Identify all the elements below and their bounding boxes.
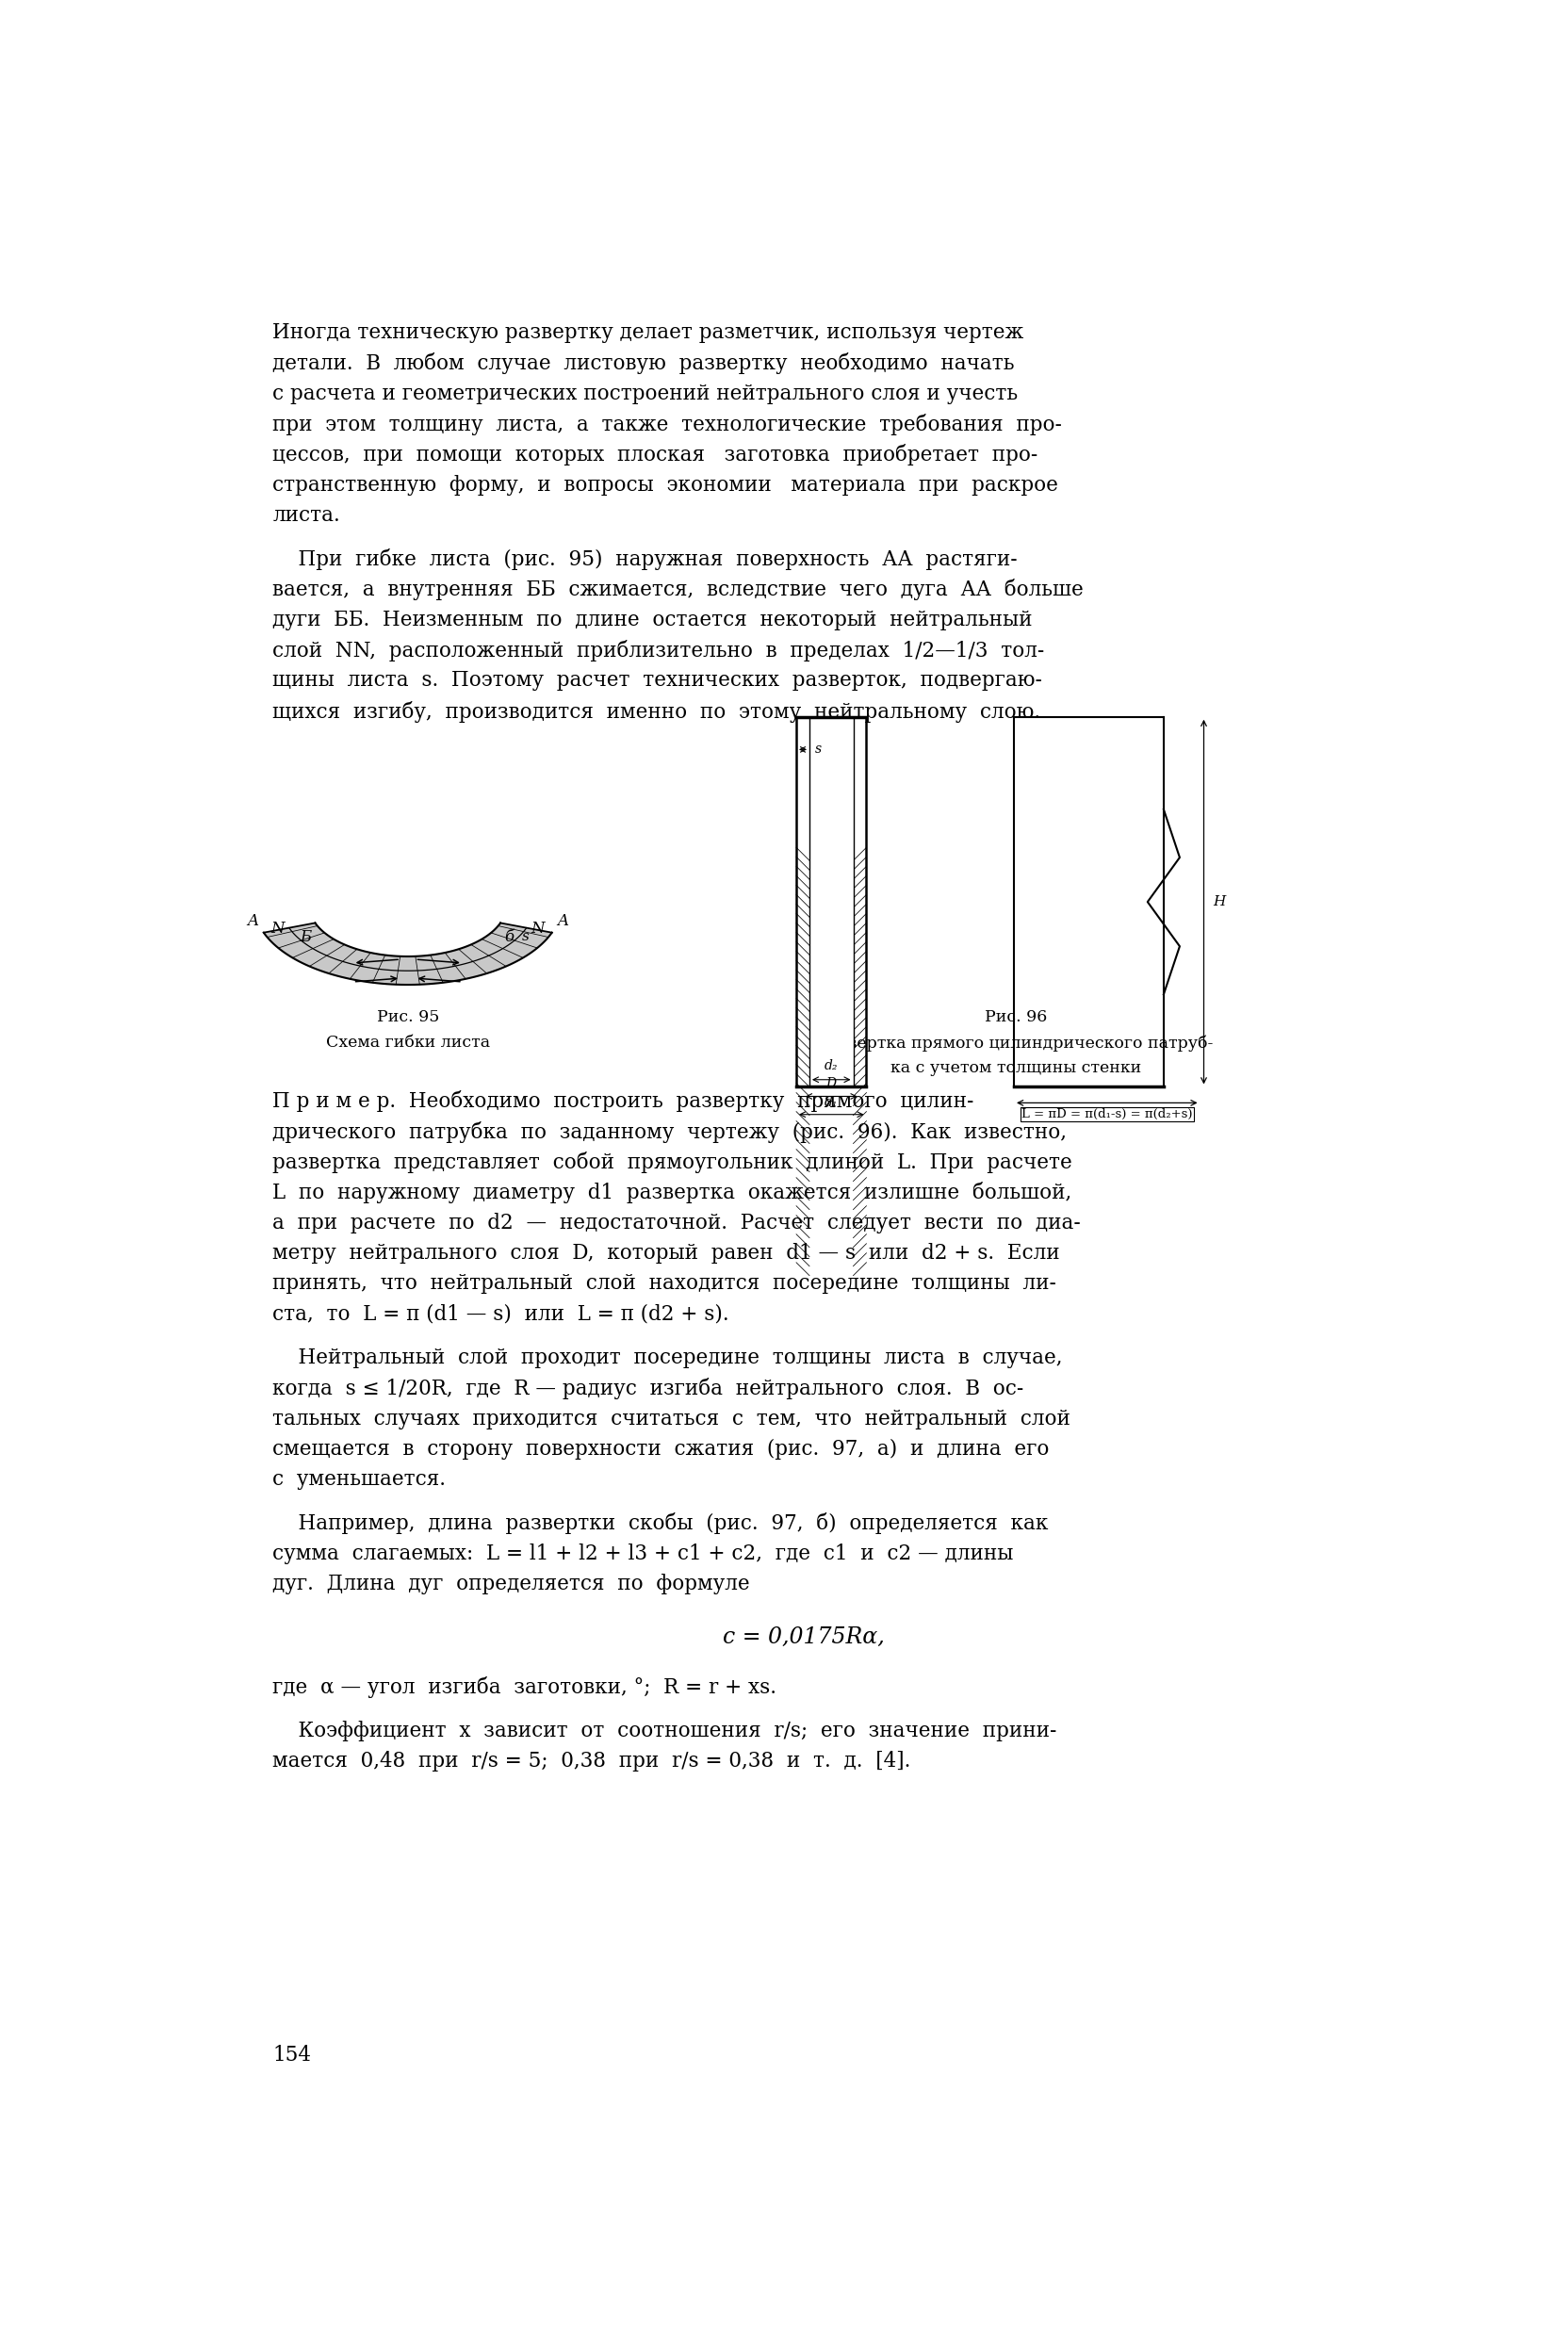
Text: с  уменьшается.: с уменьшается. [273, 1470, 445, 1491]
Text: s: s [814, 743, 822, 755]
Text: 154: 154 [273, 2044, 312, 2065]
Text: Например,  длина  развертки  скобы  (рис.  97,  б)  определяется  как: Например, длина развертки скобы (рис. 97… [273, 1512, 1049, 1534]
Text: детали.  В  любом  случае  листовую  развертку  необходимо  начать: детали. В любом случае листовую развертк… [273, 353, 1014, 374]
Polygon shape [263, 922, 552, 985]
Text: дрического  патрубка  по  заданному  чертежу  (рис.  96).  Как  известно,: дрического патрубка по заданному чертежу… [273, 1122, 1068, 1143]
Text: листа.: листа. [273, 506, 340, 527]
Text: смещается  в  сторону  поверхности  сжатия  (рис.  97,  а)  и  длина  его: смещается в сторону поверхности сжатия (… [273, 1439, 1049, 1461]
Text: c = 0,0175Rα,: c = 0,0175Rα, [723, 1625, 884, 1649]
Text: ка с учетом толщины стенки: ка с учетом толщины стенки [891, 1061, 1142, 1077]
Text: когда  s ≤ 1/20R,  где  R — радиус  изгиба  нейтрального  слоя.  В  ос-: когда s ≤ 1/20R, где R — радиус изгиба н… [273, 1378, 1024, 1399]
Text: ста,  то  L = π (d1 — s)  или  L = π (d2 + s).: ста, то L = π (d1 — s) или L = π (d2 + s… [273, 1303, 729, 1324]
Text: при  этом  толщину  листа,  а  также  технологические  требования  про-: при этом толщину листа, а также технолог… [273, 414, 1062, 435]
Polygon shape [809, 717, 853, 1087]
Text: Схема гибки листа: Схема гибки листа [326, 1035, 489, 1051]
Text: Развертка прямого цилиндрического патруб-: Развертка прямого цилиндрического патруб… [818, 1035, 1214, 1051]
Text: щины  листа  s.  Поэтому  расчет  технических  разверток,  подвергаю-: щины листа s. Поэтому расчет технических… [273, 670, 1043, 691]
Text: сумма  слагаемых:  L = l1 + l2 + l3 + c1 + c2,  где  c1  и  c2 — длины: сумма слагаемых: L = l1 + l2 + l3 + c1 +… [273, 1543, 1013, 1564]
Text: странственную  форму,  и  вопросы  экономии   материала  при  раскрое: странственную форму, и вопросы экономии … [273, 475, 1058, 496]
Text: а  при  расчете  по  d2  —  недостаточной.  Расчет  следует  вести  по  диа-: а при расчете по d2 — недостаточной. Рас… [273, 1211, 1080, 1232]
Text: d₁: d₁ [825, 1096, 839, 1108]
Text: A: A [557, 913, 568, 929]
Text: щихся  изгибу,  производится  именно  по  этому  нейтральному  слою.: щихся изгибу, производится именно по это… [273, 701, 1041, 722]
Text: s: s [522, 929, 528, 943]
Text: Б: Б [299, 929, 310, 946]
Text: D: D [826, 1077, 837, 1091]
Text: L = πD = π(d₁-s) = π(d₂+s): L = πD = π(d₁-s) = π(d₂+s) [1021, 1108, 1193, 1120]
Text: N: N [532, 920, 544, 936]
Text: При  гибке  листа  (рис.  95)  наружная  поверхность  АА  растяги-: При гибке листа (рис. 95) наружная повер… [273, 548, 1018, 569]
Text: дуги  ББ.  Неизменным  по  длине  остается  некоторый  нейтральный: дуги ББ. Неизменным по длине остается не… [273, 609, 1033, 630]
Text: мается  0,48  при  r/s = 5;  0,38  при  r/s = 0,38  и  т.  д.  [4].: мается 0,48 при r/s = 5; 0,38 при r/s = … [273, 1750, 911, 1771]
Text: где  α — угол  изгиба  заготовки, °;  R = r + xs.: где α — угол изгиба заготовки, °; R = r … [273, 1677, 776, 1698]
Text: тальных  случаях  приходится  считаться  с  тем,  что  нейтральный  слой: тальных случаях приходится считаться с т… [273, 1409, 1071, 1430]
Text: A: A [248, 913, 259, 929]
Text: б: б [505, 929, 514, 946]
Text: цессов,  при  помощи  которых  плоская   заготовка  приобретает  про-: цессов, при помощи которых плоская загот… [273, 445, 1038, 466]
Text: дуг.  Длина  дуг  определяется  по  формуле: дуг. Длина дуг определяется по формуле [273, 1573, 750, 1595]
Text: Иногда техническую развертку делает разметчик, используя чертеж: Иногда техническую развертку делает разм… [273, 322, 1024, 343]
Text: H: H [1212, 896, 1225, 908]
Text: развертка  представляет  собой  прямоугольник  длиной  L.  При  расчете: развертка представляет собой прямоугольн… [273, 1152, 1073, 1174]
Text: П р и м е р.  Необходимо  построить  развертку  прямого  цилин-: П р и м е р. Необходимо построить развер… [273, 1091, 974, 1112]
Text: вается,  а  внутренняя  ББ  сжимается,  вследствие  чего  дуга  АА  больше: вается, а внутренняя ББ сжимается, вслед… [273, 579, 1083, 600]
Text: слой  NN,  расположенный  приблизительно  в  пределах  1/2—1/3  тол-: слой NN, расположенный приблизительно в … [273, 640, 1044, 661]
Text: d₂: d₂ [825, 1058, 839, 1073]
Text: Рис. 95: Рис. 95 [376, 1009, 439, 1025]
Text: с расчета и геометрических построений нейтрального слоя и учесть: с расчета и геометрических построений не… [273, 383, 1018, 405]
Text: Коэффициент  x  зависит  от  соотношения  r/s;  его  значение  прини-: Коэффициент x зависит от соотношения r/s… [273, 1719, 1057, 1740]
Text: принять,  что  нейтральный  слой  находится  посередине  толщины  ли-: принять, что нейтральный слой находится … [273, 1272, 1057, 1294]
Text: Рис. 96: Рис. 96 [985, 1009, 1047, 1025]
Text: L  по  наружному  диаметру  d1  развертка  окажется  излишне  большой,: L по наружному диаметру d1 развертка ока… [273, 1183, 1073, 1204]
Text: метру  нейтрального  слоя  D,  который  равен  d1 — s  или  d2 + s.  Если: метру нейтрального слоя D, который равен… [273, 1242, 1060, 1263]
Text: Нейтральный  слой  проходит  посередине  толщины  листа  в  случае,: Нейтральный слой проходит посередине тол… [273, 1348, 1063, 1369]
Text: N: N [271, 920, 285, 936]
